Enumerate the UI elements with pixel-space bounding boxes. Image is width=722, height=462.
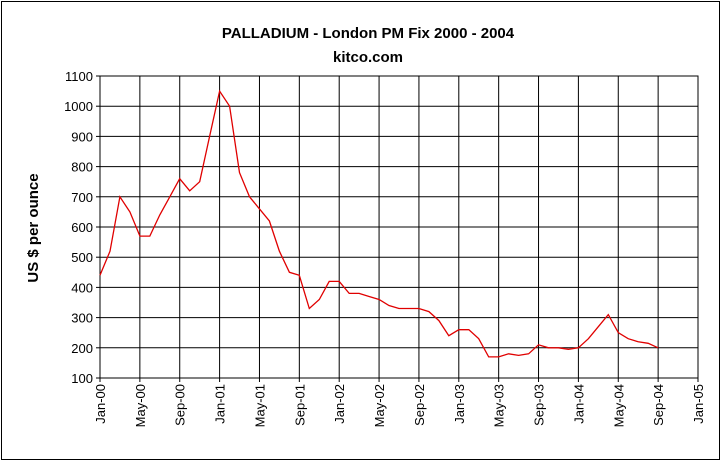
x-tick-label: May-00 — [133, 384, 148, 427]
x-tick-label: Jan-04 — [571, 384, 586, 424]
y-tick-label: 800 — [71, 160, 93, 175]
x-tick-label: Jan-05 — [691, 384, 706, 424]
x-tick-label: Sep-02 — [412, 384, 427, 426]
y-tick-label: 700 — [71, 190, 93, 205]
x-tick-label: Jan-03 — [452, 384, 467, 424]
y-tick-label: 200 — [71, 341, 93, 356]
price-line — [99, 89, 659, 358]
y-tick-label: 100 — [71, 371, 93, 386]
x-tick-label: Sep-00 — [173, 384, 188, 426]
x-tick-label: Sep-01 — [292, 384, 307, 426]
y-tick-label: 300 — [71, 311, 93, 326]
x-tick-label: May-03 — [492, 384, 507, 427]
x-tick-label: May-04 — [611, 384, 626, 427]
x-tick-label: Sep-03 — [532, 384, 547, 426]
y-tick-label: 600 — [71, 220, 93, 235]
x-tick-label: Jan-00 — [93, 384, 108, 424]
y-tick-label: 900 — [71, 129, 93, 144]
y-tick-label: 1000 — [64, 99, 93, 114]
x-tick-label: Jan-02 — [332, 384, 347, 424]
x-tick-label: May-01 — [252, 384, 267, 427]
y-axis-label: US $ per ounce — [25, 173, 42, 282]
chart-title: PALLADIUM - London PM Fix 2000 - 2004 — [222, 25, 515, 42]
x-tick-label: Jan-01 — [213, 384, 228, 424]
y-tick-label: 1100 — [65, 69, 93, 84]
x-tick-label: Sep-04 — [651, 384, 666, 426]
y-tick-label: 400 — [71, 280, 93, 295]
chart-subtitle: kitco.com — [333, 49, 403, 66]
x-tick-label: May-02 — [372, 384, 387, 427]
y-tick-label: 500 — [71, 250, 93, 265]
